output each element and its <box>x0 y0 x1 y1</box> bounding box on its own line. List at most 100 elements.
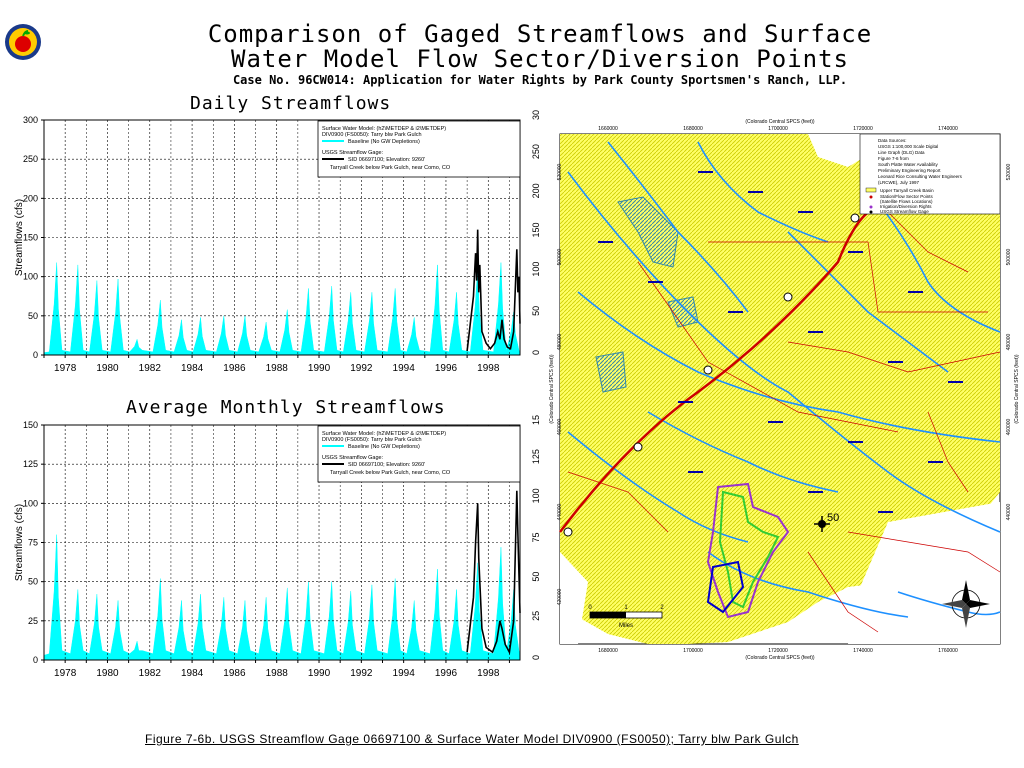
svg-text:1740000: 1740000 <box>938 126 958 132</box>
y-tick-label: 0 <box>33 655 38 665</box>
x-tick-label: 1984 <box>181 668 204 679</box>
svg-text:1680000: 1680000 <box>598 648 618 654</box>
svg-text:Line Graph (DLG) Data: Line Graph (DLG) Data <box>878 150 925 155</box>
x-tick-label: 1990 <box>308 668 331 679</box>
x-tick-label: 1988 <box>266 668 289 679</box>
legend-text: SID 06697100; Elevation: 9260' <box>348 462 425 468</box>
svg-text:460000: 460000 <box>557 418 563 435</box>
x-tick-label: 1996 <box>435 363 458 374</box>
svg-text:520000: 520000 <box>1006 163 1012 180</box>
monthly-chart-title: Average Monthly Streamflows <box>126 397 446 418</box>
highway-road <box>559 205 879 533</box>
clearing-southeast <box>848 502 1000 644</box>
svg-text:Miles: Miles <box>619 623 633 629</box>
clearing-north <box>808 134 873 167</box>
y-tick-label-right: 25 <box>531 611 541 621</box>
legend-text: USGS Streamflow Gage: <box>322 150 384 156</box>
page-title-line2: Water Model Flow Sector/Diversion Points <box>231 45 849 73</box>
baseline-series-area <box>43 262 521 356</box>
river-network <box>567 141 1001 618</box>
svg-text:USGS Streamflow Gage: USGS Streamflow Gage <box>880 209 929 214</box>
svg-text:1740000: 1740000 <box>853 648 873 654</box>
y-tick-label-right: 150 <box>531 222 541 237</box>
legend-text: Surface Water Model: (h2\METDEP & i2\MET… <box>322 431 446 437</box>
map-legend: Data Sources: USGS 1:100,000 Scale Digit… <box>859 133 1001 215</box>
svg-text:Figure 7-6 from: Figure 7-6 from <box>878 156 909 161</box>
page-title-line1: Comparison of Gaged Streamflows and Surf… <box>207 20 873 48</box>
legend-text: SID 06697100; Elevation: 9260' <box>348 157 425 163</box>
svg-text:440000: 440000 <box>557 503 563 520</box>
y-tick-label: 0 <box>33 350 38 360</box>
svg-text:460000: 460000 <box>1006 418 1012 435</box>
map-top-coord-label: (Colorado Central SPCS (feet)) <box>745 119 815 125</box>
x-tick-label: 1978 <box>54 668 77 679</box>
page-subtitle: Case No. 96CW014: Application for Water … <box>232 73 848 87</box>
x-tick-label: 1982 <box>139 363 162 374</box>
y-tick-label-right: 100 <box>531 488 541 503</box>
y-tick-label-right: 125 <box>531 449 541 464</box>
map-bottom-coord-label: (Colorado Central SPCS (feet)) <box>745 655 815 661</box>
y-tick-label-right: 300 <box>531 110 541 120</box>
y-tick-label-right: 150 <box>531 415 541 425</box>
svg-text:(LRCWE), July 1997: (LRCWE), July 1997 <box>878 180 920 185</box>
svg-text:1680000: 1680000 <box>683 126 703 132</box>
legend-box <box>317 120 521 178</box>
ranch-boundary <box>706 482 790 619</box>
svg-text:Station/Flow Sector Points: Station/Flow Sector Points <box>880 194 934 199</box>
x-tick-label: 1994 <box>393 363 416 374</box>
svg-text:440000: 440000 <box>1006 503 1012 520</box>
legend-box <box>317 425 521 483</box>
svg-text:520000: 520000 <box>557 163 563 180</box>
map-bottom-ticks: 1680000 1700000 1720000 1740000 1760000 <box>598 648 958 654</box>
legend-text: Tarryall Creek below Park Gulch, near Co… <box>330 470 451 476</box>
y-tick-label: 50 <box>28 577 38 587</box>
compass-rose-icon <box>942 580 990 628</box>
gage-series-line <box>466 490 521 655</box>
daily-streamflow-chart: 0 0 50 50 100 100 150 150 200 200 250 250 300 300 1978… <box>14 110 541 374</box>
legend-text: DIV0900 (FS0050): Tarry blw Park Gulch <box>322 132 422 138</box>
y-tick-label-right: 0 <box>531 655 541 660</box>
svg-text:1700000: 1700000 <box>768 126 788 132</box>
legend-text: DIV0900 (FS0050): Tarry blw Park Gulch <box>322 437 422 443</box>
basin-map: 50 (Colorado Central SPCS (feet)) (Color… <box>549 119 1020 661</box>
daily-chart-title: Daily Streamflows <box>190 93 392 114</box>
x-tick-label: 1998 <box>477 363 500 374</box>
legend-text: USGS Streamflow Gage: <box>322 455 384 461</box>
svg-text:480000: 480000 <box>557 333 563 350</box>
y-tick-label-right: 0 <box>531 350 541 355</box>
legend-text: Surface Water Model: (h2\METDEP & i2\MET… <box>322 126 446 132</box>
svg-text:South Platte Water Availabilit: South Platte Water Availability <box>878 162 939 167</box>
reservoir-area-1 <box>617 196 679 268</box>
y-tick-label: 25 <box>28 616 38 626</box>
svg-text:Upper Tarryall Creek Basin: Upper Tarryall Creek Basin <box>880 188 934 193</box>
diversion-ticks <box>598 171 963 513</box>
svg-text:500000: 500000 <box>557 248 563 265</box>
y-tick-label: 150 <box>23 420 38 430</box>
y-tick-label: 50 <box>28 311 38 321</box>
usgs-gage-marker <box>814 516 830 532</box>
svg-text:2: 2 <box>660 605 664 611</box>
x-tick-label: 1992 <box>350 668 373 679</box>
y-tick-label: 150 <box>23 233 38 243</box>
x-tick-label: 1980 <box>96 668 119 679</box>
y-tick-label-right: 250 <box>531 144 541 159</box>
svg-text:1: 1 <box>624 605 628 611</box>
figure-caption: Figure 7-6b. USGS Streamflow Gage 066971… <box>145 732 799 746</box>
scale-bar: 0 1 2 Miles <box>588 605 664 629</box>
y-tick-label: 250 <box>23 154 38 164</box>
highway-label: 50 <box>827 512 839 524</box>
svg-text:Leonard Rice Consulting Water: Leonard Rice Consulting Water Engineers <box>878 174 963 179</box>
reservoir-area-3 <box>595 351 627 393</box>
x-tick-label: 1986 <box>223 363 246 374</box>
x-tick-label: 1998 <box>477 668 500 679</box>
svg-text:1720000: 1720000 <box>853 126 873 132</box>
road-network <box>567 211 1001 633</box>
monthly-streamflow-chart: 0 0 25 25 50 50 75 75 100 100 125 125 150 150 1978 1980… <box>14 415 541 679</box>
y-tick-label: 300 <box>23 115 38 125</box>
y-tick-label-right: 50 <box>531 306 541 316</box>
svg-text:Irrigation/Diversion Rights: Irrigation/Diversion Rights <box>880 204 932 209</box>
x-tick-label: 1978 <box>54 363 77 374</box>
svg-text:USGS 1:100,000 Scale Digital: USGS 1:100,000 Scale Digital <box>878 144 938 149</box>
map-top-ticks: 1660000 1680000 1700000 1720000 1740000 <box>598 126 958 132</box>
svg-text:500000: 500000 <box>1006 248 1012 265</box>
